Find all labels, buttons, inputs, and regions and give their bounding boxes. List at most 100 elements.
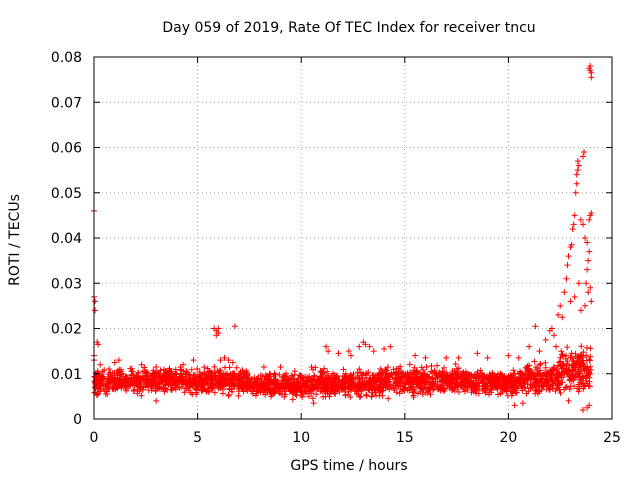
data-point [159,377,166,384]
data-point [391,385,398,392]
data-point [151,373,158,380]
data-point [578,343,585,350]
data-point [185,387,192,394]
data-point [561,386,568,393]
data-point [331,380,338,387]
data-point [555,311,562,318]
grid-lines [94,57,612,419]
data-point [531,358,538,365]
data-point [373,392,380,399]
data-point [254,388,261,395]
data-point [288,372,295,379]
data-point [414,368,421,375]
data-point [178,383,185,390]
data-point [97,386,104,393]
data-point [239,367,246,374]
data-point [548,370,555,377]
data-point [507,372,514,379]
data-point [342,381,349,388]
data-point [577,216,584,223]
data-point [440,385,447,392]
data-point [412,352,419,359]
data-point [153,397,160,404]
data-point [167,373,174,380]
data-point [131,382,138,389]
y-tick-label: 0.07 [51,95,82,111]
data-point [517,371,524,378]
data-point [400,386,407,393]
data-point [205,373,212,380]
data-point [493,373,500,380]
data-point [563,275,570,282]
data-point [268,385,275,392]
data-point [495,382,502,389]
data-point [271,382,278,389]
data-point [363,380,370,387]
data-point [229,359,236,366]
data-point [407,369,414,376]
data-point [382,367,389,374]
data-point [114,380,121,387]
data-point [241,371,248,378]
data-point [435,386,442,393]
data-point [414,390,421,397]
data-point [323,343,330,350]
data-point [484,387,491,394]
data-point [553,343,560,350]
data-point [537,360,544,367]
data-point [542,336,549,343]
data-point [489,369,496,376]
data-point [144,379,151,386]
data-point [577,307,584,314]
data-point [308,363,315,370]
data-point [198,375,205,382]
data-point [101,367,108,374]
data-point [292,391,299,398]
data-point [511,402,518,409]
data-point [455,354,462,361]
data-point [564,344,571,351]
data-point [544,371,551,378]
data-point [237,380,244,387]
data-point [335,350,342,357]
data-point [222,382,229,389]
data-point [205,374,212,381]
data-point [427,386,434,393]
data-point [470,373,477,380]
data-point [564,262,571,269]
data-point [274,377,281,384]
data-point [203,388,210,395]
data-point [211,363,218,370]
data-point [312,384,319,391]
data-point [510,367,517,374]
data-point [327,375,334,382]
data-point [346,374,353,381]
data-point [148,387,155,394]
data-point [190,357,197,364]
data-point [573,180,580,187]
data-point [587,353,594,360]
data-point [340,366,347,373]
data-point [150,382,157,389]
data-point [95,385,102,392]
data-point [386,373,393,380]
data-point [436,369,443,376]
x-axis-label: GPS time / hours [290,458,407,474]
y-axis-label: ROTI / TECUs [7,194,23,286]
data-point [322,376,329,383]
data-point [379,387,386,394]
data-point [195,374,202,381]
data-point [503,388,510,395]
data-point [407,377,414,384]
data-point [502,378,509,385]
data-point [549,378,556,385]
data-point [441,387,448,394]
data-point [152,387,159,394]
data-point [585,257,592,264]
data-point [419,391,426,398]
data-point [426,374,433,381]
data-point [227,381,234,388]
data-point [561,289,568,296]
data-point [230,382,237,389]
